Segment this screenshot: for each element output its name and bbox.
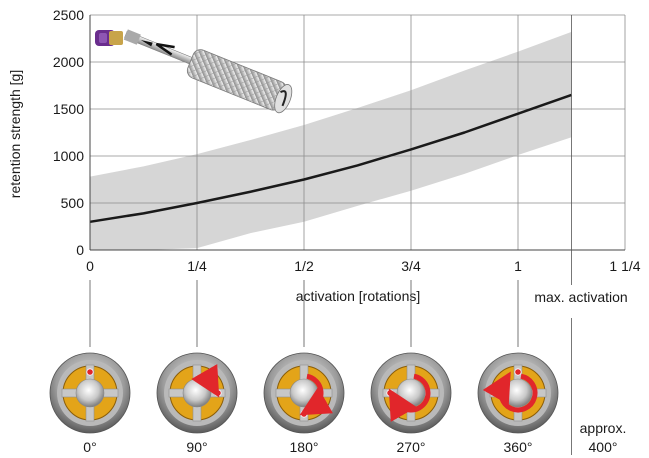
dial-marker-dot (300, 410, 308, 418)
x-tick-label: 1 1/4 (609, 258, 640, 274)
dial: 360° (477, 352, 559, 455)
activation-tool-image (95, 29, 293, 114)
approx-angle-label: 400° (589, 439, 618, 455)
dial-angle-label: 0° (83, 439, 96, 455)
dial-marker-dot (214, 389, 222, 397)
x-tick-label: 1/4 (187, 258, 207, 274)
dial-hub (396, 378, 426, 408)
x-tick-label: 1 (514, 258, 522, 274)
dial-hub (75, 378, 105, 408)
dial-hub (503, 378, 533, 408)
y-tick-label: 2500 (53, 7, 84, 23)
dial-marker-dot (86, 368, 94, 376)
dial: 180° (263, 352, 345, 455)
series-line (89, 93, 572, 224)
rotation-arrow-icon (482, 371, 538, 413)
dials: 0° 90° 180° 270° 360° (49, 352, 559, 455)
dial-marker-dot (386, 389, 394, 397)
y-tick-label: 500 (61, 195, 85, 211)
dial-angle-label: 360° (504, 439, 533, 455)
dial-hub (289, 378, 319, 408)
x-axis-title: activation [rotations] (296, 288, 421, 304)
dial-marker-dot (514, 368, 522, 376)
dial-angle-label: 90° (186, 439, 207, 455)
dial-angle-label: 270° (397, 439, 426, 455)
dial-hub (182, 378, 212, 408)
rotation-arrow-icon (388, 373, 431, 423)
y-tick-label: 1000 (53, 148, 84, 164)
x-tick-label: 0 (86, 258, 94, 274)
dial: 90° (156, 352, 238, 455)
approx-label: approx. (580, 420, 627, 436)
x-tick-label: 3/4 (401, 258, 421, 274)
rotation-arrow-icon (299, 373, 333, 416)
rotation-arrow-icon (191, 364, 220, 398)
dial: 0° (49, 352, 131, 455)
dial-connectors (89, 280, 519, 347)
max-activation-label: max. activation (534, 289, 627, 305)
tolerance-band (90, 31, 572, 251)
dial: 270° (370, 352, 452, 455)
y-axis-title: retention strength [g] (7, 70, 23, 198)
y-tick-label: 1500 (53, 101, 84, 117)
y-tick-label: 2000 (53, 54, 84, 70)
band-area (90, 31, 572, 251)
x-tick-label: 1/2 (294, 258, 314, 274)
dial-angle-label: 180° (290, 439, 319, 455)
y-tick-label: 0 (76, 242, 84, 258)
